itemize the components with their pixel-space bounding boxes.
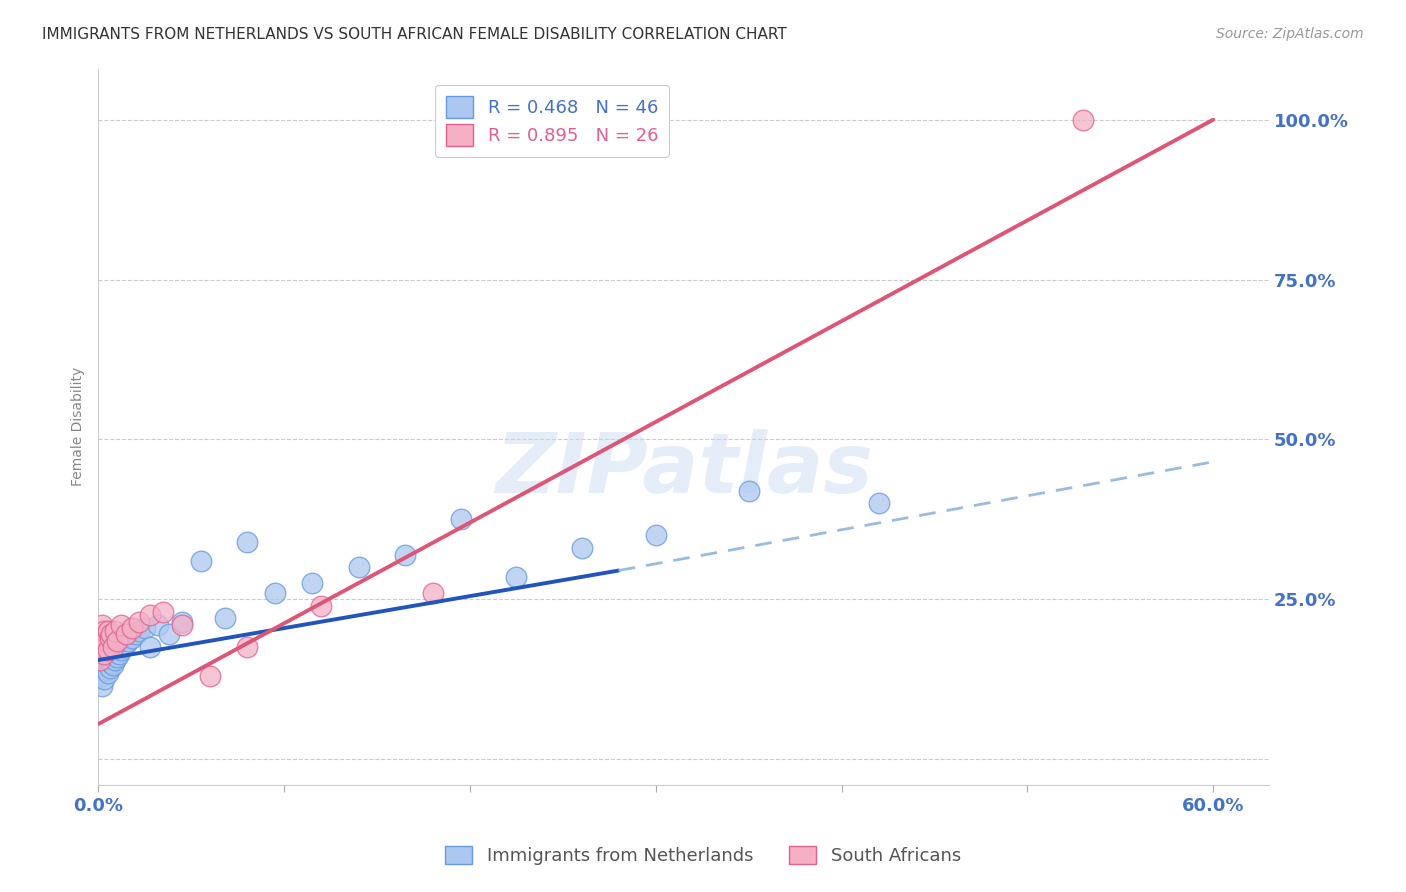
Point <box>124 627 146 641</box>
Point <box>94 651 117 665</box>
Point <box>98 631 121 645</box>
Point <box>97 624 120 639</box>
Point <box>100 657 122 671</box>
Point <box>1071 112 1094 127</box>
Point <box>157 627 180 641</box>
Point <box>100 627 122 641</box>
Point <box>117 633 139 648</box>
Point <box>105 633 128 648</box>
Point <box>103 657 125 672</box>
Point <box>214 611 236 625</box>
Point <box>89 665 111 680</box>
Point <box>91 657 114 671</box>
Point <box>134 621 156 635</box>
Point <box>91 669 114 683</box>
Point <box>121 621 143 635</box>
Point <box>98 648 121 663</box>
Point <box>97 653 120 667</box>
Point <box>236 640 259 655</box>
Point <box>450 512 472 526</box>
Legend: Immigrants from Netherlands, South Africans: Immigrants from Netherlands, South Afric… <box>436 837 970 874</box>
Point <box>644 528 666 542</box>
Point <box>571 541 593 556</box>
Point <box>422 586 444 600</box>
Legend: R = 0.468   N = 46, R = 0.895   N = 26: R = 0.468 N = 46, R = 0.895 N = 26 <box>436 85 669 157</box>
Point <box>152 605 174 619</box>
Point <box>89 627 111 641</box>
Point <box>91 679 114 693</box>
Text: IMMIGRANTS FROM NETHERLANDS VS SOUTH AFRICAN FEMALE DISABILITY CORRELATION CHART: IMMIGRANTS FROM NETHERLANDS VS SOUTH AFR… <box>42 27 787 42</box>
Point <box>111 640 134 655</box>
Point <box>98 661 121 675</box>
Point <box>93 624 115 639</box>
Point <box>104 653 127 667</box>
Point <box>110 643 132 657</box>
Point <box>198 669 221 683</box>
Point <box>110 618 132 632</box>
Text: ZIPatlas: ZIPatlas <box>495 429 873 510</box>
Point <box>97 665 120 680</box>
Point <box>146 618 169 632</box>
Point <box>89 653 111 667</box>
Point <box>89 653 111 667</box>
Point <box>115 627 138 641</box>
Point <box>91 640 114 655</box>
Point <box>89 640 111 655</box>
Point <box>738 483 761 498</box>
Point <box>128 624 150 639</box>
Point <box>170 618 193 632</box>
Point <box>93 649 115 664</box>
Point <box>91 647 114 661</box>
Point <box>93 659 115 673</box>
Point <box>104 624 127 639</box>
Point <box>93 647 115 661</box>
Point <box>93 672 115 686</box>
Point <box>236 534 259 549</box>
Point <box>868 496 890 510</box>
Point <box>97 643 120 657</box>
Point <box>105 649 128 664</box>
Point <box>139 640 162 655</box>
Point <box>139 608 162 623</box>
Point <box>94 633 117 648</box>
Point <box>190 554 212 568</box>
Point <box>115 637 138 651</box>
Point <box>121 631 143 645</box>
Point <box>505 570 527 584</box>
Text: Source: ZipAtlas.com: Source: ZipAtlas.com <box>1216 27 1364 41</box>
Point <box>128 615 150 629</box>
Point <box>94 663 117 677</box>
Y-axis label: Female Disability: Female Disability <box>72 367 86 486</box>
Point <box>108 647 131 661</box>
Point <box>91 618 114 632</box>
Point <box>347 560 370 574</box>
Point <box>264 586 287 600</box>
Point <box>170 615 193 629</box>
Point <box>103 640 125 655</box>
Point <box>311 599 333 613</box>
Point <box>301 576 323 591</box>
Point <box>394 548 416 562</box>
